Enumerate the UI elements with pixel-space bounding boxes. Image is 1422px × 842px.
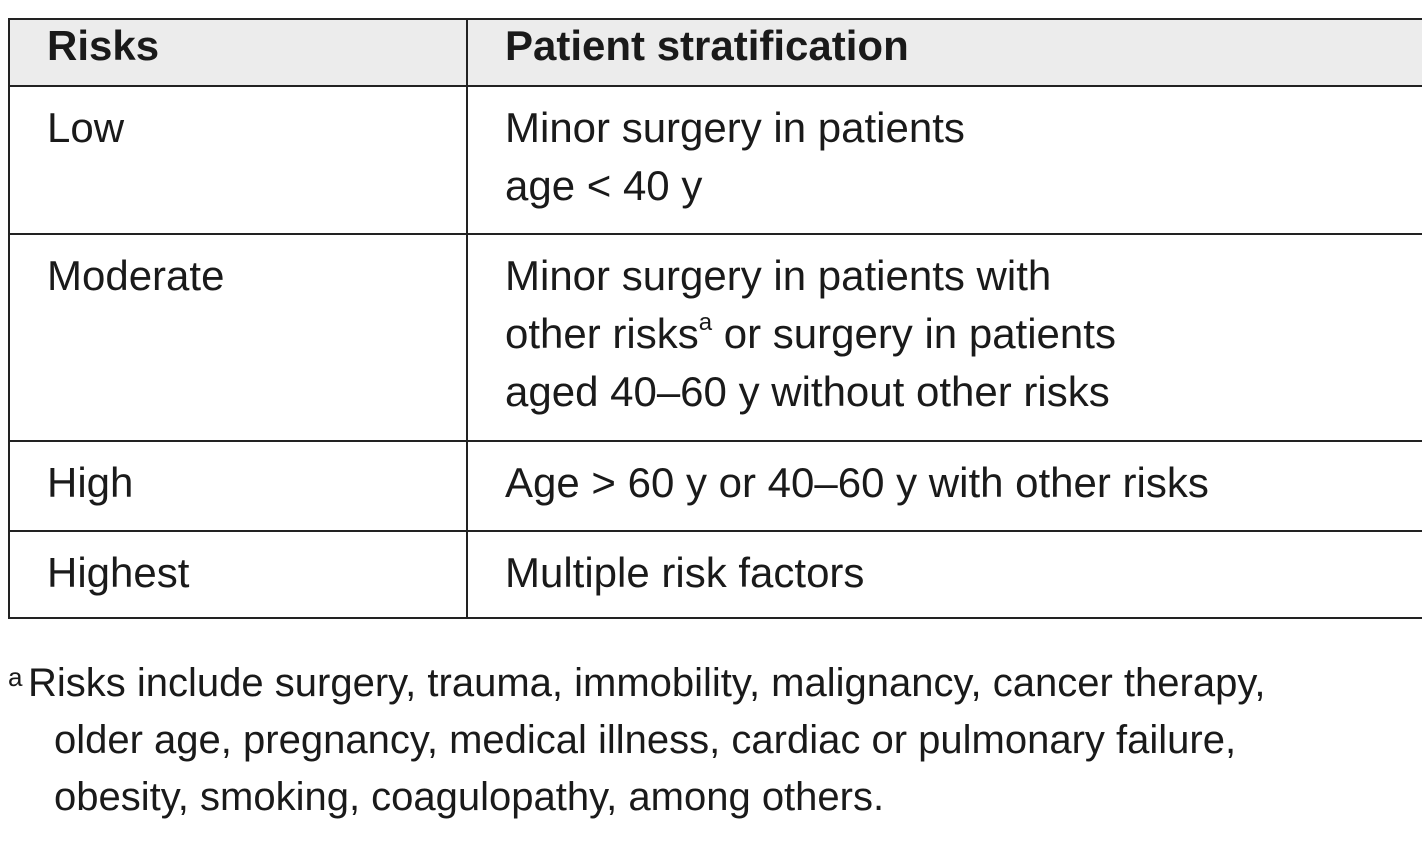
risk-cell: High bbox=[8, 440, 468, 532]
cell-line: age < 40 y bbox=[505, 162, 703, 209]
footnote-ref: a bbox=[698, 309, 713, 336]
table-body: Low Minor surgery in patients age < 40 y Mo… bbox=[8, 85, 1422, 619]
cell-line: aged 40–60 y without other risks bbox=[505, 368, 1110, 415]
cell-line: Minor surgery in patients with bbox=[505, 252, 1052, 299]
footnote-line: older age, pregnancy, medical illness, c… bbox=[54, 718, 1237, 762]
header-row: Risks Patient stratification bbox=[8, 18, 1422, 87]
footnote: a Risks include surgery, trauma, immobili… bbox=[8, 655, 1265, 826]
cell-line: Multiple risk factors bbox=[505, 549, 865, 596]
risk-cell: Low bbox=[8, 85, 468, 235]
footnote-marker: a bbox=[8, 662, 23, 692]
risk-table: Risks Patient stratification Low Minor sur… bbox=[8, 18, 1422, 619]
table-row: Highest Multiple risk factors bbox=[8, 530, 1422, 619]
cell-text: or surgery in patients bbox=[712, 310, 1116, 357]
footnote-line: obesity, smoking, coagulopathy, among ot… bbox=[54, 775, 885, 819]
stratification-cell: Multiple risk factors bbox=[466, 530, 1422, 619]
table-row: High Age > 60 y or 40–60 y with other ris… bbox=[8, 440, 1422, 532]
risk-cell: Moderate bbox=[8, 233, 468, 442]
risk-cell: Highest bbox=[8, 530, 468, 619]
stratification-cell: Minor surgery in patients age < 40 y bbox=[466, 85, 1422, 235]
cell-line: other risksa or surgery in patients bbox=[505, 305, 1421, 363]
stratification-cell: Age > 60 y or 40–60 y with other risks bbox=[466, 440, 1422, 532]
header-cell: Risks bbox=[8, 18, 468, 87]
cell-line: Minor surgery in patients bbox=[505, 104, 965, 151]
table-row: Moderate Minor surgery in patients with ot… bbox=[8, 233, 1422, 442]
cell-line: Age > 60 y or 40–60 y with other risks bbox=[505, 459, 1209, 506]
cell-text: other risks bbox=[505, 310, 699, 357]
table-row: Low Minor surgery in patients age < 40 y bbox=[8, 85, 1422, 235]
stratification-cell: Minor surgery in patients with other risk… bbox=[466, 233, 1422, 442]
header-cell: Patient stratification bbox=[466, 18, 1422, 87]
footnote-line: a Risks include surgery, trauma, immobili… bbox=[8, 655, 1265, 712]
